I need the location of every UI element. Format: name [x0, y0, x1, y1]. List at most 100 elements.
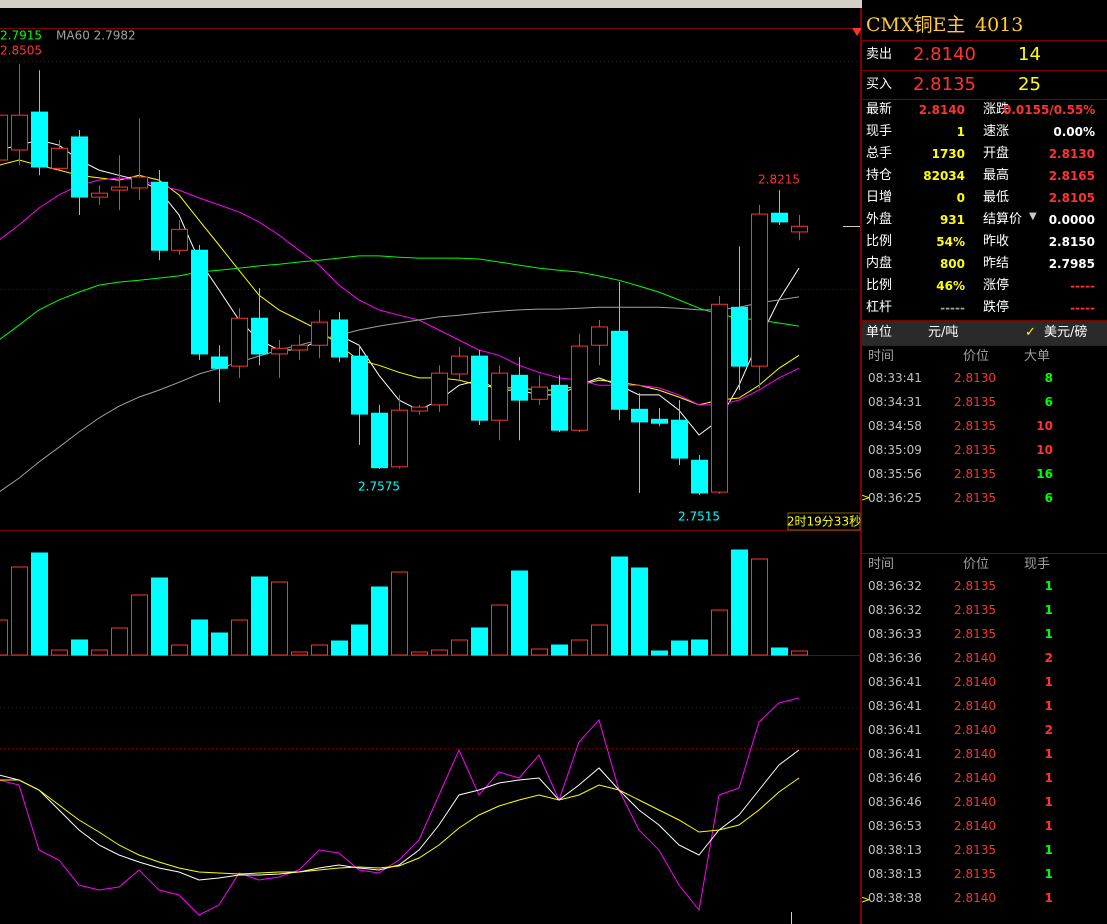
- row-price: 2.8140: [954, 723, 996, 737]
- volume-bar: [111, 627, 128, 656]
- stat-value: -----: [1070, 279, 1095, 293]
- candle-body: [371, 412, 388, 469]
- candle-body: [771, 212, 788, 223]
- volume-bar: [31, 552, 48, 656]
- volume-bar: [631, 567, 648, 656]
- volume-bar: [191, 619, 208, 656]
- volume-bar: [691, 639, 708, 656]
- unit-option: 美元/磅: [1044, 325, 1088, 340]
- candle-body: [671, 419, 688, 459]
- volume-bar: [531, 648, 548, 656]
- row-price: 2.8140: [954, 771, 996, 785]
- row-price: 2.8135: [954, 443, 996, 457]
- indicator-line: [0, 177, 800, 406]
- row-time: 08:38:13: [868, 843, 922, 857]
- volume-bar: [331, 640, 348, 656]
- candle-body: [351, 355, 368, 415]
- panel-line: [862, 553, 1107, 554]
- column-header: 时间: [868, 349, 895, 364]
- legend-label: MA60 2.7982: [56, 29, 136, 43]
- column-header: 大单: [1024, 349, 1051, 364]
- stat-label: 持仓: [866, 168, 893, 183]
- row-volume: 1: [1044, 675, 1053, 689]
- stat-value: 2.8105: [1048, 191, 1095, 205]
- volume-bar: [0, 619, 8, 656]
- candle-body: [751, 213, 768, 367]
- stat-label: 涨跌: [983, 102, 1010, 117]
- stat-value: 0.0155/0.55%: [1003, 103, 1096, 117]
- check-mark[interactable]: ✓: [1025, 325, 1036, 340]
- volume-bar: [511, 570, 528, 656]
- panel-line: [862, 70, 1107, 71]
- row-time: 08:36:32: [868, 579, 922, 593]
- row-volume: 1: [1044, 603, 1053, 617]
- volume-bar: [471, 627, 488, 656]
- stat-label: 日增: [866, 190, 893, 205]
- stat-value: 0.00%: [1053, 125, 1095, 139]
- candle-body: [311, 321, 328, 346]
- row-volume: 1: [1044, 795, 1053, 809]
- volume-bar: [711, 609, 728, 656]
- row-volume: 1: [1044, 843, 1053, 857]
- stat-value: -----: [940, 301, 965, 315]
- stat-value: 800: [939, 257, 965, 271]
- stat-value: -----: [1070, 301, 1095, 315]
- stat-value: 2.8165: [1048, 169, 1095, 183]
- candle-body: [731, 306, 748, 367]
- stat-value: 1: [956, 125, 965, 139]
- stat-label: 现手: [866, 124, 893, 139]
- panel-line: [862, 40, 1107, 41]
- order-price: 2.8140: [913, 44, 976, 65]
- stat-value: 0: [956, 191, 965, 205]
- order-label: 卖出: [866, 47, 893, 62]
- legend-label: 2.7915: [0, 29, 42, 43]
- row-volume: 1: [1044, 867, 1053, 881]
- candle-body: [211, 356, 228, 369]
- candle-body: [331, 319, 348, 358]
- row-volume: 1: [1044, 747, 1053, 761]
- volume-bar: [251, 576, 268, 656]
- volume-bar: [291, 651, 308, 656]
- volume-bar: [171, 644, 188, 656]
- row-price: 2.8135: [954, 419, 996, 433]
- candle-body: [411, 406, 428, 412]
- volume-bar: [271, 581, 288, 656]
- candle-body: [791, 225, 808, 233]
- row-volume: 1: [1044, 771, 1053, 785]
- row-time: 08:36:41: [868, 675, 922, 689]
- candle-body: [271, 347, 288, 355]
- volume-bar: [611, 556, 628, 656]
- stat-label: 比例: [866, 234, 893, 249]
- row-time: 08:38:13: [868, 867, 922, 881]
- candle-body: [0, 114, 8, 161]
- candle-body: [151, 181, 168, 251]
- candle-body: [551, 384, 568, 431]
- row-price: 2.8135: [954, 867, 996, 881]
- candle-body: [491, 372, 508, 421]
- volume-bar: [571, 639, 588, 656]
- volume-bar: [591, 624, 608, 656]
- panel-frame: [861, 8, 1107, 924]
- dropdown-arrow[interactable]: ▼: [1029, 211, 1037, 222]
- stat-label: 开盘: [983, 146, 1010, 161]
- candle-body: [611, 330, 628, 410]
- stat-label: 总手: [866, 146, 893, 161]
- row-time: 08:35:09: [868, 443, 922, 457]
- price-annotation: 2.8505: [0, 44, 42, 58]
- stat-value: 2.8150: [1048, 235, 1095, 249]
- timer-box: [787, 512, 861, 531]
- candle-body: [651, 418, 668, 424]
- row-volume: 1: [1044, 891, 1053, 905]
- stat-label: 涨停: [983, 278, 1010, 293]
- row-time: 08:35:56: [868, 467, 922, 481]
- row-time: 08:36:46: [868, 795, 922, 809]
- volume-bar: [771, 647, 788, 656]
- row-price: 2.8135: [954, 627, 996, 641]
- row-volume: 6: [1044, 395, 1053, 409]
- row-volume: 6: [1044, 491, 1053, 505]
- column-header: 价位: [963, 349, 990, 364]
- row-time: 08:36:46: [868, 771, 922, 785]
- row-price: 2.8135: [954, 467, 996, 481]
- row-volume: 1: [1044, 627, 1053, 641]
